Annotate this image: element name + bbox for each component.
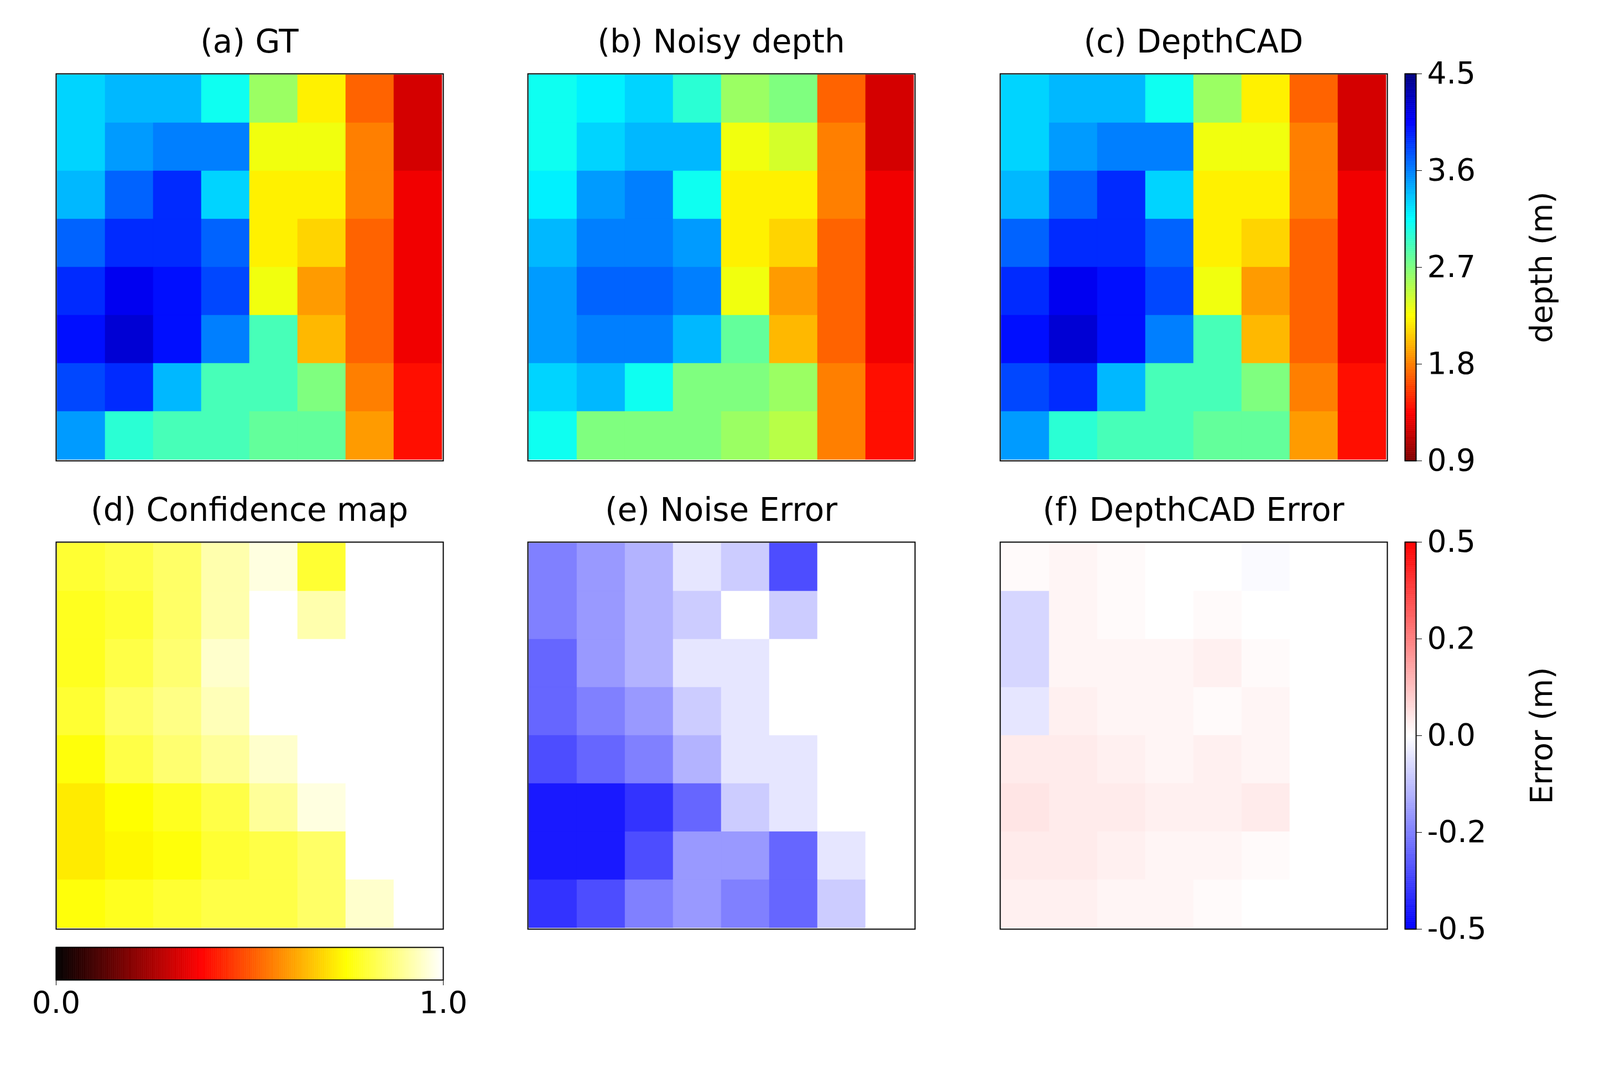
svg-text:depth (m): depth (m) [1523,191,1560,343]
svg-text:1.8: 1.8 [1427,345,1476,382]
svg-text:0.0: 0.0 [32,984,81,1021]
svg-text:1.0: 1.0 [419,984,468,1021]
html-text:(b) Noisy depth: (b) Noisy depth [597,22,845,61]
svg-text:3.6: 3.6 [1427,152,1476,188]
html-text:(d) Confidence map: (d) Confidence map [90,491,409,529]
svg-text:-0.2: -0.2 [1427,814,1487,850]
svg-text:Error (m): Error (m) [1523,666,1560,805]
svg-text:0.5: 0.5 [1427,523,1476,560]
svg-text:-0.5: -0.5 [1427,910,1487,947]
html-text:(a) GT: (a) GT [200,22,299,61]
html-text:(e) Noise Error: (e) Noise Error [605,491,838,529]
svg-text:0.9: 0.9 [1427,442,1476,478]
html-text:(f) DepthCAD Error: (f) DepthCAD Error [1042,491,1345,529]
svg-text:0.0: 0.0 [1427,717,1476,753]
html-text:(c) DepthCAD: (c) DepthCAD [1083,22,1304,61]
svg-text:2.7: 2.7 [1427,248,1476,285]
svg-text:0.2: 0.2 [1427,620,1476,656]
svg-text:4.5: 4.5 [1427,55,1476,91]
